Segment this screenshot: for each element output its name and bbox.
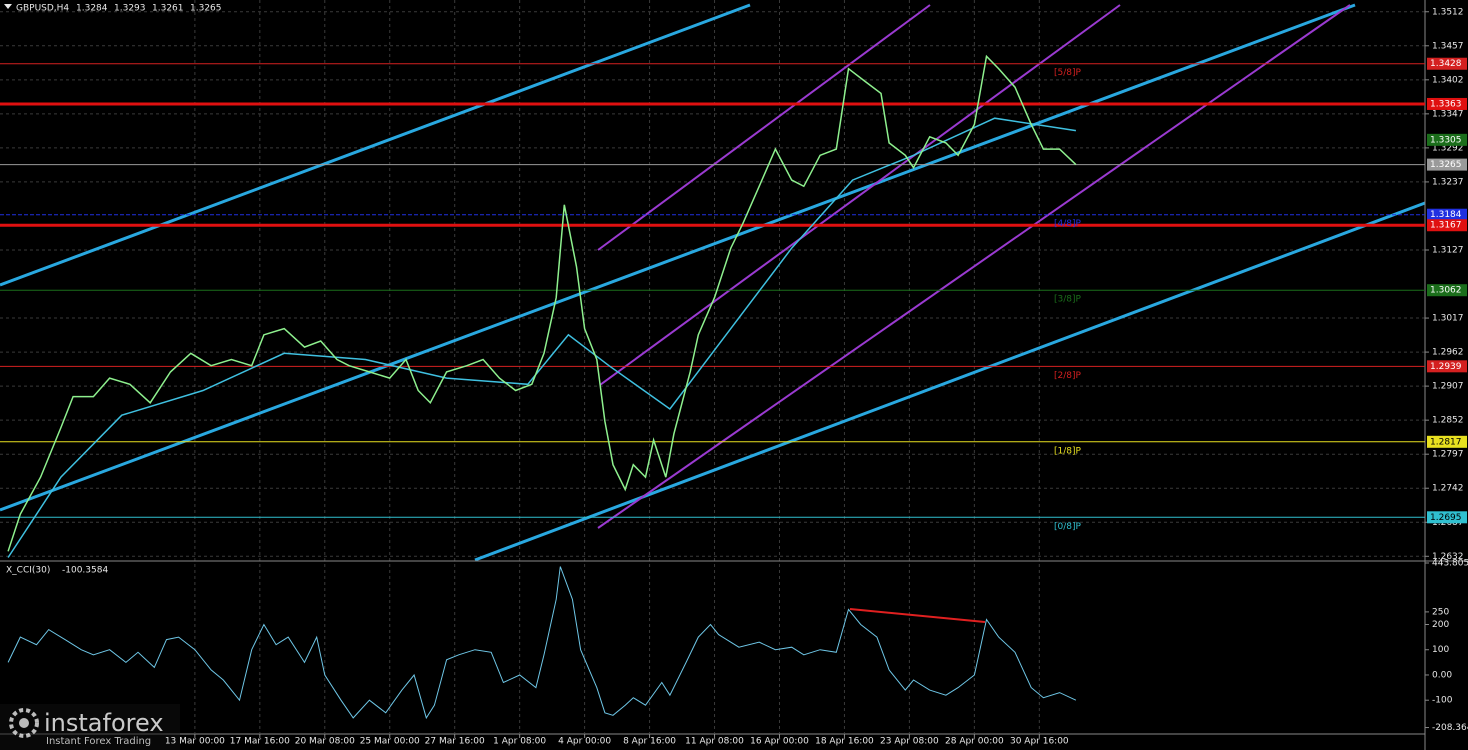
murrey-label: [5/8]P	[1054, 68, 1082, 78]
murrey-label: [1/8]P	[1054, 446, 1082, 456]
channel	[597, 4, 1351, 529]
price-box	[1427, 158, 1467, 171]
price-box-label: 1.3305	[1430, 135, 1462, 145]
channel-line	[597, 4, 1351, 529]
price-line	[7, 566, 1077, 720]
y-tick-label: 1.2907	[1432, 382, 1464, 392]
ohlc-value: 1.3284	[76, 4, 108, 14]
y-tick-label: 1.3347	[1432, 109, 1464, 119]
price-box-label: 1.3184	[1430, 210, 1462, 220]
y-tick-label: -100	[1432, 696, 1453, 706]
x-tick-label: 17 Mar 16:00	[230, 737, 290, 747]
price-box	[1427, 208, 1467, 221]
price-box	[1427, 133, 1467, 146]
tagline: Instant Forex Trading	[46, 736, 151, 747]
price-box-label: 1.2939	[1430, 362, 1462, 372]
x-tick-label: 4 Apr 00:00	[558, 737, 611, 747]
ohlc-value: 1.3293	[114, 4, 146, 14]
x-tick-label: 30 Apr 16:00	[1010, 737, 1069, 747]
price-box	[1427, 435, 1467, 448]
murrey-label: [3/8]P	[1054, 295, 1082, 305]
price-box	[1427, 97, 1467, 110]
price-box-label: 1.3062	[1430, 286, 1462, 296]
price-box	[1427, 360, 1467, 373]
x-tick-label: 20 Mar 08:00	[295, 737, 355, 747]
ohlc-value: 1.3265	[190, 4, 222, 14]
trend-lines	[0, 3, 1426, 562]
y-tick-label: 1.2962	[1432, 348, 1464, 358]
indicator-title: X_CCI(30)	[6, 566, 50, 576]
x-tick-label: 8 Apr 16:00	[623, 737, 676, 747]
brand: instaforex	[44, 709, 164, 737]
price-box-label: 1.3265	[1430, 160, 1462, 170]
y-tick-label: 1.3512	[1432, 7, 1464, 17]
logo	[19, 718, 29, 728]
price-box-label: 1.3167	[1430, 221, 1462, 231]
y-tick-label: -208.364	[1432, 723, 1468, 733]
x-tick-label: 13 Mar 00:00	[165, 737, 225, 747]
x-tick-label: 18 Apr 16:00	[815, 737, 874, 747]
y-tick-label: 1.3292	[1432, 143, 1464, 153]
price-box-label: 1.3363	[1430, 99, 1462, 109]
x-tick-label: 16 Apr 00:00	[750, 737, 809, 747]
channel-line	[597, 4, 931, 251]
watermark: instaforex Instant Forex Trading	[0, 704, 180, 750]
murrey-label: [0/8]P	[1054, 522, 1082, 532]
y-tick-label: 1.2632	[1432, 552, 1464, 562]
y-tick-label: 1.3237	[1432, 177, 1464, 187]
price-box-label: 1.3428	[1430, 59, 1462, 69]
price-box	[1427, 511, 1467, 524]
murrey-label: [4/8]P	[1054, 219, 1082, 229]
x-tick-label: 28 Apr 00:00	[945, 737, 1004, 747]
menu-arrow	[4, 4, 12, 9]
y-tick-label: 200	[1432, 620, 1449, 630]
y-tick-label: 250	[1432, 607, 1449, 617]
x-tick-label: 11 Apr 08:00	[685, 737, 744, 747]
logo	[9, 708, 39, 738]
symbol-title: GBPUSD,H4	[16, 4, 69, 14]
plot	[0, 54, 1425, 720]
y-tick-label: 100	[1432, 645, 1449, 655]
murrey-label: [2/8]P	[1054, 371, 1082, 381]
y-tick-label: 1.3402	[1432, 75, 1464, 85]
y-tick-label: 1.3457	[1432, 41, 1464, 51]
price-line	[7, 54, 1077, 552]
x-tick-label: 23 Apr 08:00	[880, 737, 939, 747]
moving-average	[7, 117, 1077, 558]
trend-line	[474, 201, 1426, 562]
ohlc-value: 1.3261	[152, 4, 184, 14]
watermark-bg	[0, 704, 180, 750]
price-box	[1427, 219, 1467, 232]
indicator-value: -100.3584	[62, 566, 108, 576]
price-box-label: 1.2817	[1430, 437, 1462, 447]
price-box	[1427, 284, 1467, 297]
divergence-line	[849, 608, 986, 623]
x-tick-label: 1 Apr 08:00	[493, 737, 546, 747]
x-tick-label: 27 Mar 16:00	[425, 737, 485, 747]
price-box	[1427, 57, 1467, 70]
trend-line	[0, 3, 1356, 512]
y-tick-label: 1.2742	[1432, 484, 1464, 494]
y-tick-label: 1.2852	[1432, 416, 1464, 426]
y-tick-label: 0.00	[1432, 670, 1452, 680]
x-tick-label: 25 Mar 00:00	[360, 737, 420, 747]
y-tick-label: 1.3127	[1432, 245, 1464, 255]
trend-line	[0, 3, 751, 287]
price-box-label: 1.2695	[1430, 513, 1462, 523]
y-tick-label: 1.3017	[1432, 314, 1464, 324]
channel-line	[599, 4, 1121, 386]
y-tick-label: 1.2797	[1432, 450, 1464, 460]
